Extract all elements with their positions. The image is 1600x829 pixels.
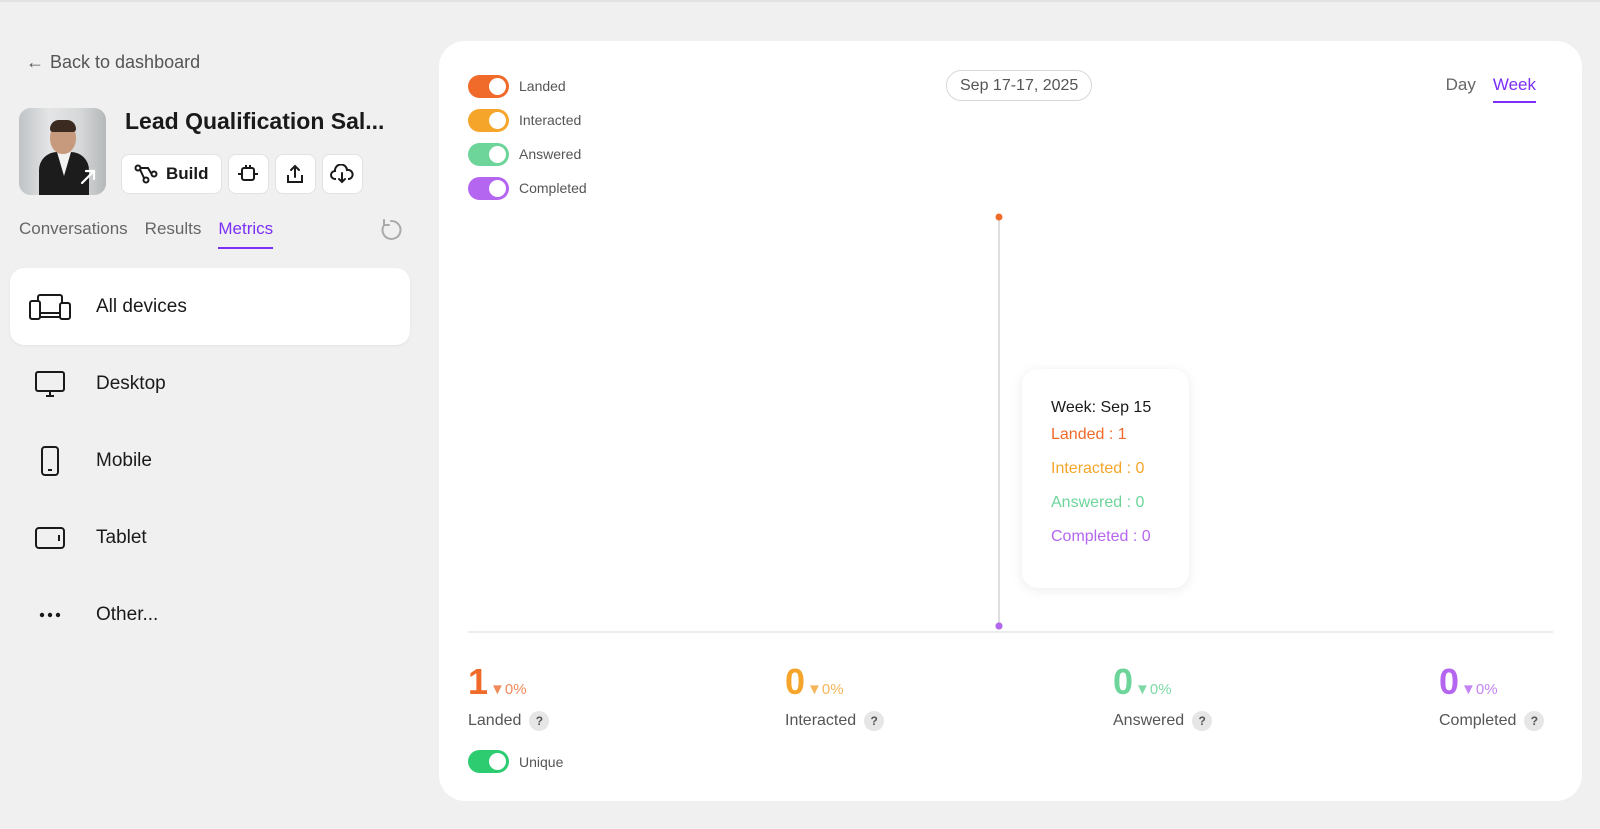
back-to-dashboard-link[interactable]: ← Back to dashboard [26,52,200,73]
legend-label: Landed [519,78,566,94]
more-icon [28,599,72,631]
device-label: Other... [96,603,159,625]
plug-icon [238,165,258,181]
project-tabs: Conversations Results Metrics [19,219,274,249]
legend-item-interacted: Interacted [468,103,587,137]
share-button[interactable] [274,154,316,194]
help-icon[interactable]: ? [1192,711,1213,731]
device-item-desktop[interactable]: Desktop [10,345,410,422]
top-divider [0,0,1600,2]
stat-change: ▼0% [807,681,844,698]
device-list: All devices Desktop Mobile Tablet Other.… [10,268,410,653]
stat-value: 0 [1439,661,1460,702]
stat-change: ▼0% [490,681,527,698]
metrics-card: Landed Interacted Answered Completed Sep… [439,41,1582,801]
landed-toggle[interactable] [468,74,509,98]
chart-tooltip: Week: Sep 15 Landed : 1 Interacted : 0 A… [1022,369,1189,588]
stat-label: Answered [1113,712,1185,729]
device-item-tablet[interactable]: Tablet [10,499,410,576]
device-label: Tablet [96,526,147,548]
refresh-icon[interactable] [378,217,404,243]
tab-results[interactable]: Results [144,219,202,238]
stat-change: ▼0% [1461,681,1498,698]
stat-answered: 0 ▼0% Answered? [1113,661,1213,731]
stat-value: 0 [785,661,806,702]
desktop-icon [28,368,72,400]
answered-toggle[interactable] [468,142,509,166]
stat-label: Landed [468,712,522,729]
data-point-completed [995,622,1003,630]
period-week[interactable]: Week [1492,75,1536,103]
devices-icon [28,291,72,323]
period-day[interactable]: Day [1445,75,1476,94]
flow-icon [134,164,158,184]
series-legend: Landed Interacted Answered Completed [468,69,587,205]
legend-item-landed: Landed [468,69,587,103]
help-icon[interactable]: ? [529,711,550,731]
stat-label: Completed [1439,712,1517,729]
download-button[interactable] [321,154,363,194]
tooltip-row-completed: Completed : 0 [1051,528,1151,545]
interacted-toggle[interactable] [468,108,509,132]
stat-change: ▼0% [1135,681,1172,698]
tooltip-row-landed: Landed : 1 [1051,426,1127,443]
tooltip-title: Week: Sep 15 [1051,399,1152,416]
help-icon[interactable]: ? [864,711,885,731]
stat-value: 1 [468,661,489,702]
tooltip-row-interacted: Interacted : 0 [1051,460,1145,477]
device-label: All devices [96,295,187,317]
unique-switch: Unique [468,750,563,773]
project-toolbar: Build [121,154,363,194]
legend-label: Completed [519,180,587,196]
stat-value: 0 [1113,661,1134,702]
arrow-left-icon: ← [26,52,44,72]
stat-interacted: 0 ▼0% Interacted? [785,661,885,731]
mobile-icon [28,445,72,477]
cloud-download-icon [330,164,354,184]
completed-toggle[interactable] [468,176,509,200]
stat-landed: 1 ▼0% Landed? [468,661,550,731]
legend-label: Answered [519,146,582,162]
device-item-mobile[interactable]: Mobile [10,422,410,499]
unique-label: Unique [519,753,564,770]
video-thumbnail[interactable] [19,108,106,195]
back-label: Back to dashboard [50,52,201,72]
share-icon [287,164,303,183]
unique-toggle[interactable] [468,750,509,773]
expand-icon [80,169,96,185]
legend-label: Interacted [519,112,582,128]
tab-conversations[interactable]: Conversations [19,219,128,238]
device-label: Desktop [96,372,166,394]
stat-completed: 0 ▼0% Completed? [1439,661,1545,731]
device-item-other[interactable]: Other... [10,576,410,653]
legend-item-answered: Answered [468,137,587,171]
period-switch: Day Week [1446,75,1536,103]
data-point-landed [995,213,1003,221]
legend-item-completed: Completed [468,171,587,205]
device-label: Mobile [96,449,152,471]
help-icon[interactable]: ? [1524,711,1545,731]
device-item-all[interactable]: All devices [10,268,410,345]
tooltip-row-answered: Answered : 0 [1051,494,1145,511]
tab-metrics[interactable]: Metrics [218,219,274,249]
date-range-pill[interactable]: Sep 17-17, 2025 [946,70,1093,101]
project-title: Lead Qualification Sal... [125,108,385,134]
build-button[interactable]: Build [121,154,222,194]
tablet-icon [28,522,72,554]
integrations-button[interactable] [227,154,269,194]
metrics-line-chart [468,213,1553,633]
stats-row: 1 ▼0% Landed? 0 ▼0% Interacted? 0 ▼0% Answe… [468,661,1553,761]
stat-label: Interacted [785,712,857,729]
build-label: Build [166,164,209,183]
